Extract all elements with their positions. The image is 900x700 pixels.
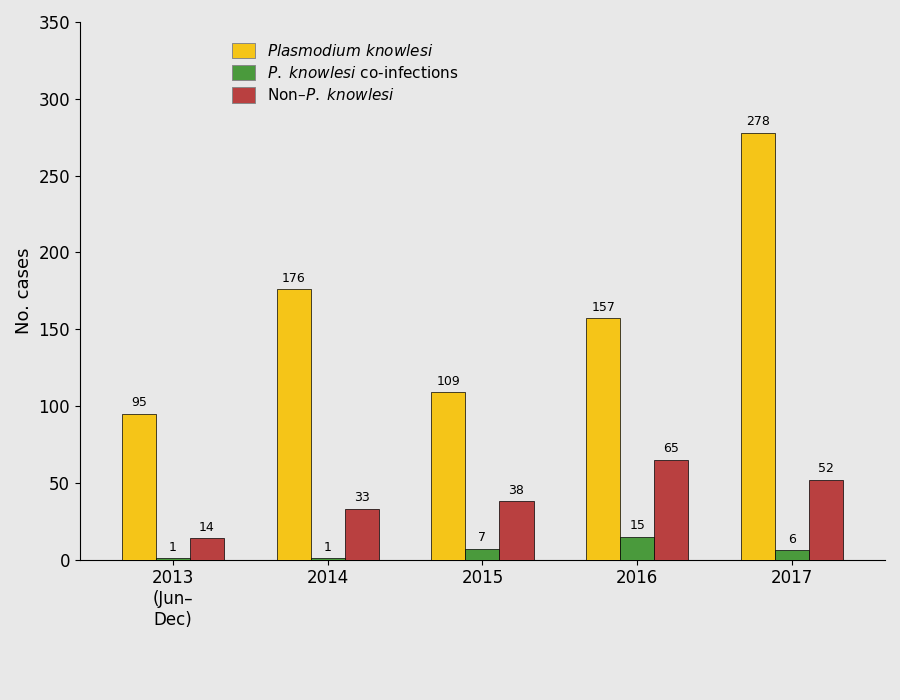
Text: 157: 157 [591,301,616,314]
Text: 7: 7 [479,531,487,545]
Bar [654,460,688,560]
Legend: $\it{Plasmodium\ knowlesi}$, $\it{P.\ knowlesi}$ co-infections, Non–$\it{P.\ kno: $\it{Plasmodium\ knowlesi}$, $\it{P.\ kn… [224,35,466,111]
Bar [190,538,224,560]
Bar [465,549,500,560]
Bar [276,289,310,560]
Bar [310,558,345,560]
Text: 1: 1 [169,540,176,554]
Text: 15: 15 [629,519,645,532]
Text: 109: 109 [436,374,460,388]
Text: 14: 14 [199,521,215,533]
Bar [500,501,534,560]
Bar [156,558,190,560]
Text: 65: 65 [663,442,680,455]
Bar [775,550,809,560]
Y-axis label: No. cases: No. cases [15,248,33,334]
Text: 278: 278 [746,115,770,128]
Text: 33: 33 [354,491,370,505]
Bar [431,392,465,560]
Bar [809,480,843,560]
Text: 6: 6 [788,533,796,546]
Bar [620,537,654,560]
Text: 38: 38 [508,484,525,497]
Bar [741,132,775,560]
Text: 1: 1 [324,540,331,554]
Text: 176: 176 [282,272,305,285]
Text: 52: 52 [818,462,834,475]
Bar [586,318,620,560]
Text: 95: 95 [130,396,147,409]
Bar [345,509,379,560]
Bar [122,414,156,560]
